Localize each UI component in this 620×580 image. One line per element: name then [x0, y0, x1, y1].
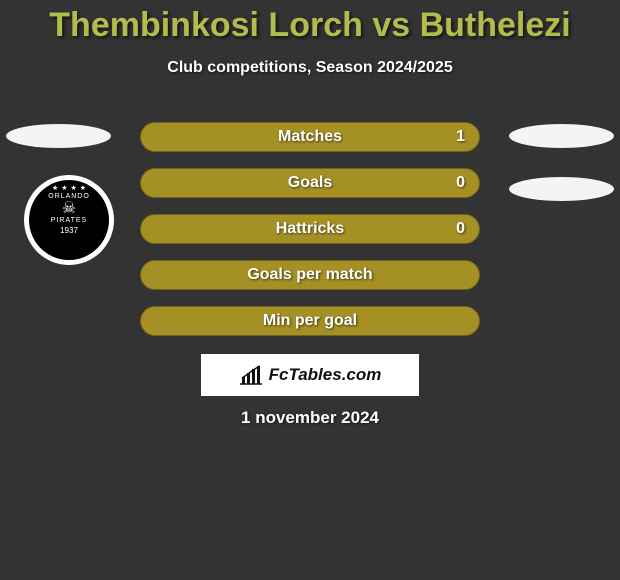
- stat-row-goals-per-match: Goals per match: [140, 260, 480, 290]
- page-title: Thembinkosi Lorch vs Buthelezi: [0, 0, 620, 45]
- stat-label: Matches: [278, 128, 342, 146]
- stat-value: 1: [456, 128, 465, 146]
- crest-year: 1937: [29, 226, 109, 235]
- snapshot-date: 1 november 2024: [0, 408, 620, 428]
- stat-row-goals: Goals 0: [140, 168, 480, 198]
- right-player-placeholder-ellipse-1: [509, 124, 614, 148]
- club-crest-orlando-pirates: ★★★★ ORLANDO ☠ PIRATES 1937: [24, 175, 114, 265]
- left-player-placeholder-ellipse: [6, 124, 111, 148]
- stat-value: 0: [456, 220, 465, 238]
- page-subtitle: Club competitions, Season 2024/2025: [0, 59, 620, 77]
- crest-skull-icon: ☠: [29, 202, 109, 216]
- fctables-site-name: FcTables.com: [269, 365, 382, 385]
- stat-row-hattricks: Hattricks 0: [140, 214, 480, 244]
- stat-row-min-per-goal: Min per goal: [140, 306, 480, 336]
- stat-label: Min per goal: [263, 312, 357, 330]
- stat-row-matches: Matches 1: [140, 122, 480, 152]
- stat-label: Goals: [288, 174, 332, 192]
- stat-value: 0: [456, 174, 465, 192]
- bar-chart-icon: [239, 365, 263, 385]
- fctables-banner[interactable]: FcTables.com: [201, 354, 419, 396]
- stat-label: Hattricks: [276, 220, 344, 238]
- right-player-placeholder-ellipse-2: [509, 177, 614, 201]
- crest-text-top: ORLANDO: [29, 193, 109, 200]
- stat-label: Goals per match: [247, 266, 372, 284]
- crest-text-bottom: PIRATES: [29, 217, 109, 224]
- stat-bars-container: Matches 1 Goals 0 Hattricks 0 Goals per …: [140, 122, 480, 352]
